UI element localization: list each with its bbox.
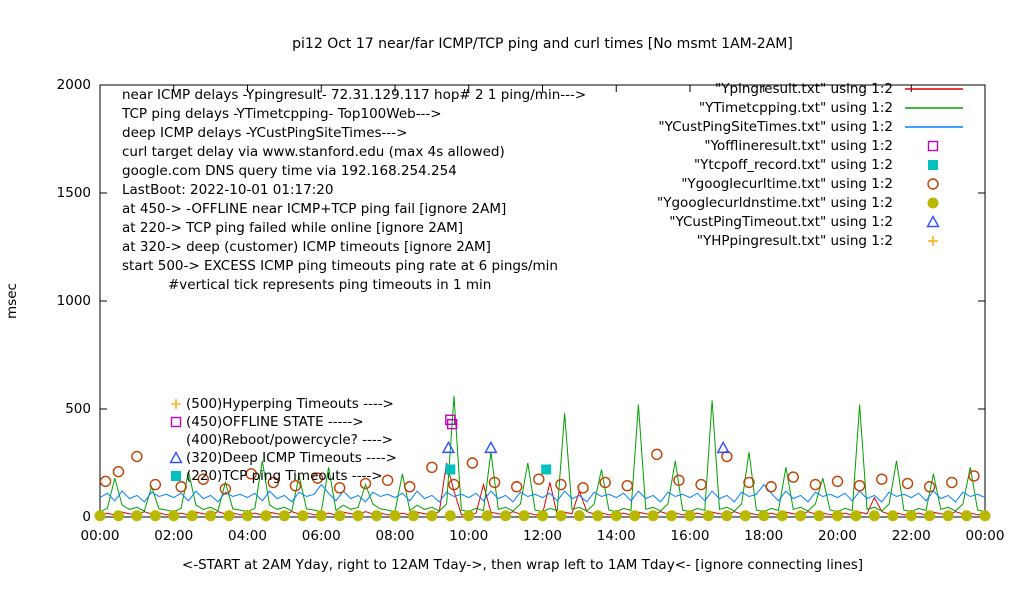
level-annotations: (500)Hyperping Timeouts ----> (450)OFFLIN…	[169, 396, 397, 484]
x-tick-label: 20:00	[818, 528, 857, 544]
x-tick-label: 00:00	[81, 528, 120, 544]
annotation-line: TCP ping delays -YTimetcpping- Top100Web…	[121, 106, 442, 122]
level-annotation-label: (320)Deep ICMP Timeouts ---->	[186, 450, 397, 466]
annotation-line: LastBoot: 2022-10-01 01:17:20	[122, 182, 333, 198]
series-4	[445, 464, 552, 475]
legend-item-label: "YCustPingTimeout.txt" using 1:2	[669, 214, 893, 230]
legend: "Ypingresult.txt" using 1:2 "YTimetcpping…	[657, 81, 963, 249]
x-axis-label: <-START at 2AM Yday, right to 12AM Tday-…	[181, 557, 864, 573]
series-2	[99, 483, 986, 503]
chart-title: pi12 Oct 17 near/far ICMP/TCP ping and c…	[292, 36, 793, 52]
annotation-line: curl target delay via www.stanford.edu (…	[122, 144, 505, 160]
y-tick-label: 2000	[57, 77, 91, 93]
x-tick-label: 12:00	[523, 528, 562, 544]
x-tick-label: 04:00	[228, 528, 267, 544]
series-3	[445, 414, 458, 430]
series-6	[94, 510, 991, 522]
annotation-line: deep ICMP delays -YCustPingSiteTimes--->	[122, 125, 407, 141]
level-annotation-label: (450)OFFLINE STATE ----->	[186, 414, 364, 430]
axes: 0 500 1000 1500 2000 00:00 02:00 04:00 06:00 08:0…	[57, 77, 1005, 544]
legend-item-label: "YCustPingSiteTimes.txt" using 1:2	[658, 119, 893, 135]
series-7	[441, 440, 730, 454]
x-tick-label: 10:00	[449, 528, 488, 544]
level-annotation-label: (400)Reboot/powercycle? ---->	[186, 432, 393, 448]
legend-item-label: "YHPpingresult.txt" using 1:2	[697, 233, 893, 249]
x-tick-label: 22:00	[892, 528, 931, 544]
annotation-line: at 320-> deep (customer) ICMP timeouts […	[122, 239, 491, 255]
annotation-line: at 220-> TCP ping failed while online [i…	[122, 220, 463, 236]
x-tick-label: 14:00	[597, 528, 636, 544]
level-annotation-label: (220)TCP ping Timeouts ---->	[186, 468, 383, 484]
y-tick-label: 1500	[57, 185, 91, 201]
y-tick-label: 500	[65, 401, 91, 417]
y-tick-label: 0	[82, 509, 91, 525]
annotation-line: google.com DNS query time via 192.168.25…	[122, 163, 457, 179]
annotation-line: start 500-> EXCESS ICMP ping timeouts pi…	[122, 258, 558, 274]
legend-item-label: "Yofflineresult.txt" using 1:2	[704, 138, 893, 154]
annotation-line: at 450-> -OFFLINE near ICMP+TCP ping fai…	[122, 201, 506, 217]
legend-item-label: "Ypingresult.txt" using 1:2	[715, 81, 893, 97]
legend-item-label: "Ygooglecurldnstime.txt" using 1:2	[657, 195, 893, 211]
annotation-line: #vertical tick represents ping timeouts …	[168, 277, 491, 293]
level-annotation-label: (500)Hyperping Timeouts ---->	[186, 396, 394, 412]
x-tick-label: 00:00	[966, 528, 1005, 544]
legend-item-label: "Ygooglecurltime.txt" using 1:2	[681, 176, 893, 192]
x-tick-label: 08:00	[376, 528, 415, 544]
x-tick-label: 06:00	[302, 528, 341, 544]
series-5	[99, 448, 980, 495]
y-axis-label: msec	[4, 283, 20, 319]
legend-item-label: "Ytcpoff_record.txt" using 1:2	[694, 157, 893, 173]
x-tick-label: 02:00	[154, 528, 193, 544]
legend-item-label: "YTimetcpping.txt" using 1:2	[699, 100, 893, 116]
x-tick-label: 18:00	[744, 528, 783, 544]
x-tick-label: 16:00	[671, 528, 710, 544]
annotation-line: near ICMP delays -Ypingresult- 72.31.129…	[122, 87, 586, 103]
annotation-block: near ICMP delays -Ypingresult- 72.31.129…	[121, 87, 586, 293]
y-tick-label: 1000	[57, 293, 91, 309]
